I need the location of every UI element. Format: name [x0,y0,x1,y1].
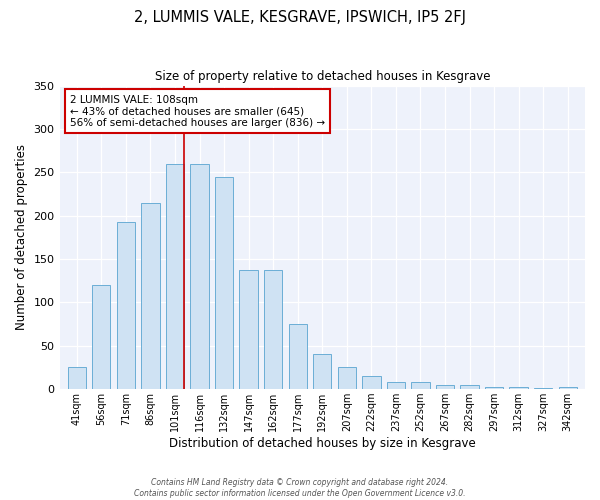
Bar [509,386,528,389]
X-axis label: Distribution of detached houses by size in Kesgrave: Distribution of detached houses by size … [169,437,476,450]
Bar [92,285,110,389]
Bar [338,368,356,389]
Bar [289,324,307,389]
Bar [313,354,331,389]
Y-axis label: Number of detached properties: Number of detached properties [15,144,28,330]
Title: Size of property relative to detached houses in Kesgrave: Size of property relative to detached ho… [155,70,490,83]
Bar [190,164,209,389]
Bar [485,386,503,389]
Bar [534,388,553,389]
Text: Contains HM Land Registry data © Crown copyright and database right 2024.
Contai: Contains HM Land Registry data © Crown c… [134,478,466,498]
Bar [387,382,405,389]
Bar [411,382,430,389]
Bar [264,270,283,389]
Bar [166,164,184,389]
Bar [460,385,479,389]
Bar [436,385,454,389]
Bar [559,388,577,389]
Bar [215,176,233,389]
Bar [362,376,380,389]
Text: 2, LUMMIS VALE, KESGRAVE, IPSWICH, IP5 2FJ: 2, LUMMIS VALE, KESGRAVE, IPSWICH, IP5 2… [134,10,466,25]
Bar [239,270,258,389]
Bar [116,222,135,389]
Bar [141,202,160,389]
Text: 2 LUMMIS VALE: 108sqm
← 43% of detached houses are smaller (645)
56% of semi-det: 2 LUMMIS VALE: 108sqm ← 43% of detached … [70,94,325,128]
Bar [68,368,86,389]
